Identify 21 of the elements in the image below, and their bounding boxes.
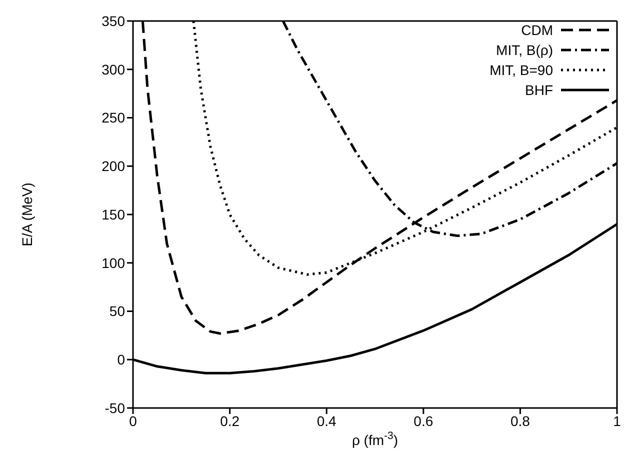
x-tick-label: 0.4 xyxy=(316,412,337,429)
legend-label: MIT, B=90 xyxy=(490,62,553,78)
x-tick-label: 0.2 xyxy=(220,412,240,429)
legend-label: MIT, B(ρ) xyxy=(496,42,553,58)
y-tick-label: 50 xyxy=(109,303,126,320)
y-tick-label: -50 xyxy=(104,400,126,416)
y-axis-title: E/A (MeV) xyxy=(19,182,35,246)
x-tick-label: 0.6 xyxy=(414,412,434,429)
legend-label: BHF xyxy=(525,82,553,98)
y-tick-label: 350 xyxy=(102,12,126,29)
y-tick-label: 150 xyxy=(102,206,126,222)
x-tick-label: 0.8 xyxy=(510,412,530,429)
x-tick-label: 0 xyxy=(129,412,138,429)
x-tick-label: 1 xyxy=(613,412,622,429)
y-tick-label: 100 xyxy=(102,254,126,271)
legend-label: CDM xyxy=(521,22,553,38)
y-tick-label: 200 xyxy=(102,158,126,174)
y-tick-label: 250 xyxy=(102,110,126,126)
y-tick-label: 0 xyxy=(117,352,126,368)
y-tick-label: 300 xyxy=(102,61,126,78)
x-axis-title: ρ (fm$^{-3}$) xyxy=(352,430,398,448)
